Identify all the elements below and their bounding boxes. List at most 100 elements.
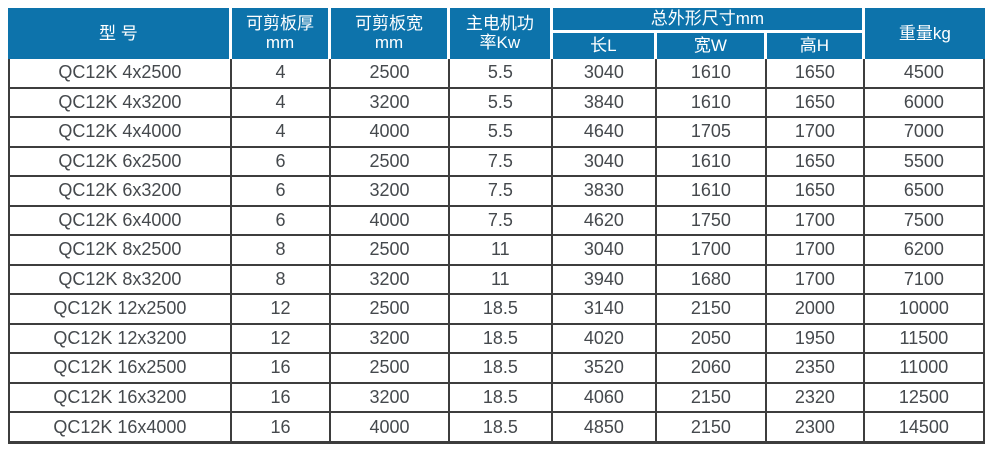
table-header: 型 号 可剪板厚 mm 可剪板宽 mm 主电机功 率Kw 总外形尺寸mm 重量k… [8, 8, 985, 60]
value-cell: 3040 [553, 236, 657, 266]
value-cell: 4620 [553, 206, 657, 237]
value-cell: 12500 [864, 383, 985, 414]
value-cell: 11 [449, 236, 554, 266]
model-cell: QC12K 16x4000 [8, 413, 232, 444]
value-cell: 1950 [767, 324, 865, 355]
value-cell: 2300 [767, 413, 865, 444]
value-cell: 18.5 [449, 354, 554, 384]
value-cell: 3840 [553, 88, 657, 119]
table-row: QC12K 16x4000 16 4000 18.5 4850 2150 2300 14500 [8, 413, 985, 444]
value-cell: 11500 [864, 324, 985, 355]
header-dim-width: 宽W [656, 33, 768, 60]
value-cell: 4500 [864, 59, 985, 89]
value-cell: 7500 [864, 206, 985, 237]
value-cell: 10000 [864, 295, 985, 325]
value-cell: 5500 [864, 147, 985, 178]
value-cell: 12 [231, 295, 332, 325]
value-cell: 4 [231, 88, 332, 119]
machine-spec-table: 型 号 可剪板厚 mm 可剪板宽 mm 主电机功 率Kw 总外形尺寸mm 重量k… [8, 8, 985, 444]
value-cell: 2500 [331, 354, 450, 384]
table-row: QC12K 16x3200 16 3200 18.5 4060 2150 2320 12500 [8, 383, 985, 414]
value-cell: 4060 [553, 383, 657, 414]
model-cell: QC12K 6x2500 [8, 147, 232, 178]
value-cell: 7.5 [449, 177, 554, 207]
value-cell: 1650 [767, 177, 865, 207]
value-cell: 2050 [656, 324, 768, 355]
value-cell: 8 [231, 236, 332, 266]
value-cell: 1610 [656, 59, 768, 89]
value-cell: 2150 [656, 413, 768, 444]
value-cell: 11 [449, 265, 554, 296]
value-cell: 3200 [331, 265, 450, 296]
value-cell: 7000 [864, 118, 985, 148]
value-cell: 1650 [767, 147, 865, 178]
table-row: QC12K 8x2500 8 2500 11 3040 1700 1700 6200 [8, 236, 985, 266]
table-row: QC12K 6x3200 6 3200 7.5 3830 1610 1650 6500 [8, 177, 985, 207]
value-cell: 6000 [864, 88, 985, 119]
table-row: QC12K 4x4000 4 4000 5.5 4640 1705 1700 7000 [8, 118, 985, 148]
value-cell: 1610 [656, 88, 768, 119]
value-cell: 7.5 [449, 206, 554, 237]
header-row-top: 型 号 可剪板厚 mm 可剪板宽 mm 主电机功 率Kw 总外形尺寸mm 重量k… [8, 8, 985, 60]
value-cell: 4000 [331, 413, 450, 444]
table-row: QC12K 6x2500 6 2500 7.5 3040 1610 1650 5500 [8, 147, 985, 178]
model-cell: QC12K 16x3200 [8, 383, 232, 414]
value-cell: 18.5 [449, 383, 554, 414]
value-cell: 2320 [767, 383, 865, 414]
value-cell: 16 [231, 413, 332, 444]
value-cell: 18.5 [449, 413, 554, 444]
header-dim-length: 长L [553, 33, 657, 60]
value-cell: 2000 [767, 295, 865, 325]
value-cell: 6 [231, 147, 332, 178]
value-cell: 7.5 [449, 147, 554, 178]
model-cell: QC12K 8x2500 [8, 236, 232, 266]
value-cell: 6200 [864, 236, 985, 266]
value-cell: 2500 [331, 59, 450, 89]
header-row-sub: 长L 宽W 高H [8, 33, 985, 60]
table-row: QC12K 8x3200 8 3200 11 3940 1680 1700 7100 [8, 265, 985, 296]
value-cell: 3040 [553, 59, 657, 89]
value-cell: 3940 [553, 265, 657, 296]
value-cell: 1700 [767, 236, 865, 266]
value-cell: 5.5 [449, 88, 554, 119]
value-cell: 4850 [553, 413, 657, 444]
model-cell: QC12K 8x3200 [8, 265, 232, 296]
value-cell: 6500 [864, 177, 985, 207]
value-cell: 3200 [331, 177, 450, 207]
value-cell: 7100 [864, 265, 985, 296]
value-cell: 4 [231, 118, 332, 148]
value-cell: 3830 [553, 177, 657, 207]
header-dim-height: 高H [767, 33, 865, 60]
model-cell: QC12K 6x3200 [8, 177, 232, 207]
table-row: QC12K 16x2500 16 2500 18.5 3520 2060 2350 11000 [8, 354, 985, 384]
value-cell: 11000 [864, 354, 985, 384]
table-row: QC12K 4x2500 4 2500 5.5 3040 1610 1650 4500 [8, 59, 985, 89]
value-cell: 3140 [553, 295, 657, 325]
header-motor-power: 主电机功 率Kw [449, 8, 554, 60]
value-cell: 2150 [656, 295, 768, 325]
value-cell: 1705 [656, 118, 768, 148]
header-plate-width: 可剪板宽 mm [331, 8, 450, 60]
value-cell: 4020 [553, 324, 657, 355]
value-cell: 2350 [767, 354, 865, 384]
value-cell: 4000 [331, 206, 450, 237]
value-cell: 1750 [656, 206, 768, 237]
model-cell: QC12K 4x4000 [8, 118, 232, 148]
value-cell: 1650 [767, 88, 865, 119]
value-cell: 14500 [864, 413, 985, 444]
value-cell: 18.5 [449, 324, 554, 355]
model-cell: QC12K 12x2500 [8, 295, 232, 325]
value-cell: 1650 [767, 59, 865, 89]
model-cell: QC12K 4x2500 [8, 59, 232, 89]
value-cell: 6 [231, 206, 332, 237]
table-row: QC12K 4x3200 4 3200 5.5 3840 1610 1650 6000 [8, 88, 985, 119]
value-cell: 4 [231, 59, 332, 89]
value-cell: 1700 [767, 265, 865, 296]
value-cell: 2150 [656, 383, 768, 414]
value-cell: 4000 [331, 118, 450, 148]
value-cell: 18.5 [449, 295, 554, 325]
value-cell: 16 [231, 383, 332, 414]
value-cell: 5.5 [449, 59, 554, 89]
value-cell: 3040 [553, 147, 657, 178]
value-cell: 6 [231, 177, 332, 207]
